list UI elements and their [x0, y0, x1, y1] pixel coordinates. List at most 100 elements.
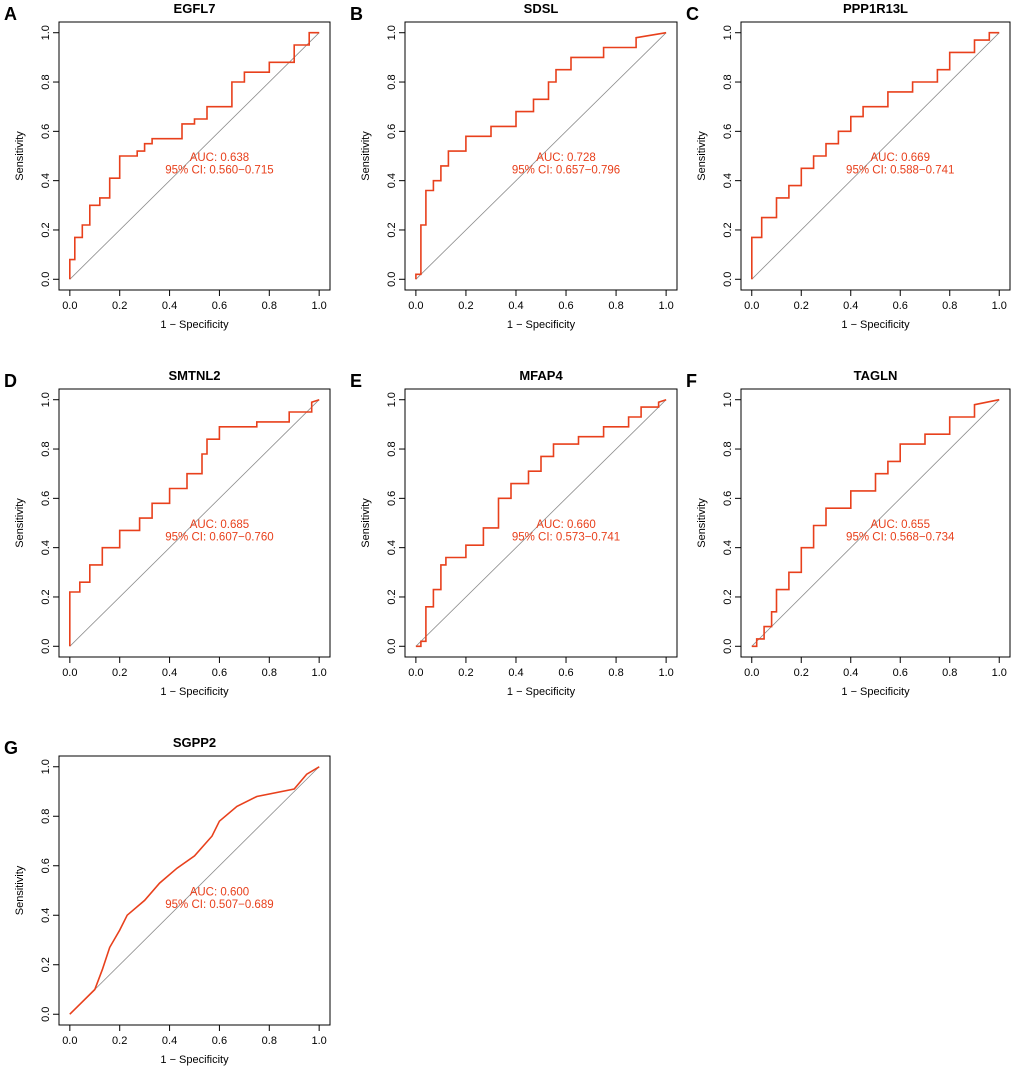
x-tick-label: 0.0	[62, 1035, 77, 1047]
x-axis-title: 1 − Specificity	[160, 686, 229, 698]
panel-title: PPP1R13L	[843, 1, 908, 16]
panel-title: SGPP2	[173, 735, 216, 750]
x-tick-label: 0.4	[162, 1035, 177, 1047]
auc-label: AUC: 0.728	[536, 152, 595, 164]
x-tick-label: 0.2	[794, 667, 809, 679]
y-tick-label: 0.2	[40, 589, 52, 604]
panel-letter: D	[4, 371, 17, 391]
y-tick-label: 0.4	[722, 540, 734, 555]
y-tick-label: 1.0	[722, 392, 734, 407]
y-tick-label: 0.0	[40, 1007, 52, 1022]
x-axis: 0.0 0.2 0.4 0.6 0.8 1.0	[744, 289, 1007, 312]
ci-label: 95% CI: 0.568−0.734	[846, 531, 955, 543]
ci-label: 95% CI: 0.607−0.760	[165, 531, 273, 543]
diagonal-reference-line	[751, 32, 1000, 280]
x-tick-label: 0.6	[212, 1035, 227, 1047]
x-tick-label: 1.0	[312, 1035, 327, 1047]
x-tick-label: 0.0	[62, 667, 77, 679]
y-tick-label: 0.6	[386, 491, 398, 506]
y-tick-label: 0.4	[386, 173, 398, 188]
y-axis-title: Sensitivity	[14, 131, 26, 181]
x-axis: 0.0 0.2 0.4 0.6 0.8 1.0	[408, 289, 674, 312]
y-tick-label: 0.0	[722, 639, 734, 654]
x-tick-label: 0.2	[112, 1035, 127, 1047]
y-tick-label: 0.8	[40, 74, 52, 89]
x-tick-label: 0.8	[942, 300, 957, 312]
panel-letter: G	[4, 738, 18, 758]
x-tick-label: 0.8	[942, 667, 957, 679]
panel-title: TAGLN	[854, 368, 898, 383]
panel-title: SMTNL2	[169, 368, 221, 383]
roc-panel-e: E MFAP4 0.0 0.2 0.4 0.6 0.8 1.0 1 − Specificity 0…	[350, 368, 678, 698]
roc-curve-line	[751, 398, 1000, 648]
y-tick-label: 0.4	[40, 173, 52, 188]
x-axis: 0.0 0.2 0.4 0.6 0.8 1.0	[744, 656, 1007, 679]
roc-curve-line	[750, 31, 1000, 280]
x-tick-label: 0.6	[212, 300, 227, 312]
y-tick-label: 0.2	[722, 589, 734, 604]
x-tick-label: 0.8	[262, 1035, 277, 1047]
x-tick-label: 0.2	[112, 300, 127, 312]
x-tick-label: 0.2	[112, 667, 127, 679]
y-tick-label: 0.0	[40, 272, 52, 287]
x-tick-label: 0.8	[262, 300, 277, 312]
y-axis-title: Sensitivity	[360, 131, 372, 181]
x-axis: 0.0 0.2 0.4 0.6 0.8 1.0	[62, 1024, 327, 1047]
diagonal-reference-line	[69, 399, 320, 647]
panel-letter: B	[350, 4, 363, 24]
x-axis: 0.0 0.2 0.4 0.6 0.8 1.0	[62, 289, 327, 312]
y-tick-label: 0.0	[722, 272, 734, 287]
auc-label: AUC: 0.638	[190, 152, 249, 164]
x-tick-label: 0.8	[262, 667, 277, 679]
ci-label: 95% CI: 0.657−0.796	[512, 164, 620, 176]
y-tick-label: 0.6	[722, 124, 734, 139]
roc-panel-a: A EGFL7 0.0 0.2 0.4 0.6 0.8 1.0 1 − Specificity 0…	[4, 1, 331, 331]
y-tick-label: 0.6	[386, 124, 398, 139]
y-tick-label: 1.0	[40, 392, 52, 407]
x-tick-label: 0.6	[893, 667, 908, 679]
y-tick-label: 0.4	[722, 173, 734, 188]
y-tick-label: 1.0	[386, 392, 398, 407]
diagonal-reference-line	[69, 766, 320, 1015]
x-tick-label: 0.4	[843, 300, 858, 312]
roc-panel-g: G SGPP2 0.0 0.2 0.4 0.6 0.8 1.0 1 − Specificity 0…	[4, 735, 331, 1066]
y-axis: 0.0 0.2 0.4 0.6 0.8 1.0	[722, 25, 742, 287]
y-axis-title: Sensitivity	[14, 865, 26, 915]
x-axis-title: 1 − Specificity	[841, 686, 910, 698]
x-tick-label: 0.0	[408, 300, 423, 312]
x-tick-label: 0.2	[458, 667, 473, 679]
x-tick-label: 1.0	[312, 667, 327, 679]
y-tick-label: 0.4	[40, 908, 52, 923]
x-tick-label: 0.4	[843, 667, 858, 679]
y-tick-label: 0.4	[386, 540, 398, 555]
y-tick-label: 0.8	[722, 74, 734, 89]
x-axis: 0.0 0.2 0.4 0.6 0.8 1.0	[408, 656, 674, 679]
roc-panel-b: B SDSL 0.0 0.2 0.4 0.6 0.8 1.0 1 − Specificity 0.…	[350, 1, 678, 331]
x-tick-label: 1.0	[658, 300, 673, 312]
y-axis: 0.0 0.2 0.4 0.6 0.8 1.0	[40, 759, 60, 1022]
panel-letter: C	[686, 4, 699, 24]
y-axis-title: Sensitivity	[696, 498, 708, 548]
y-tick-label: 0.8	[40, 441, 52, 456]
panel-letter: A	[4, 4, 17, 24]
x-axis-title: 1 − Specificity	[160, 1054, 229, 1066]
y-axis-title: Sensitivity	[14, 498, 26, 548]
y-tick-label: 0.8	[40, 809, 52, 824]
y-tick-label: 0.0	[386, 639, 398, 654]
x-axis-title: 1 − Specificity	[160, 319, 229, 331]
auc-label: AUC: 0.660	[536, 519, 595, 531]
x-tick-label: 0.0	[62, 300, 77, 312]
ci-label: 95% CI: 0.588−0.741	[846, 164, 954, 176]
roc-curve-line	[69, 31, 320, 280]
y-axis: 0.0 0.2 0.4 0.6 0.8 1.0	[722, 392, 742, 654]
ci-label: 95% CI: 0.507−0.689	[165, 899, 273, 911]
y-tick-label: 0.2	[722, 222, 734, 237]
x-axis-title: 1 − Specificity	[841, 319, 910, 331]
x-tick-label: 0.0	[408, 667, 423, 679]
roc-curve-line	[69, 398, 320, 647]
x-tick-label: 0.0	[744, 667, 759, 679]
x-tick-label: 0.8	[608, 667, 623, 679]
x-tick-label: 0.8	[608, 300, 623, 312]
panel-title: EGFL7	[174, 1, 216, 16]
panel-letter: F	[686, 371, 697, 391]
